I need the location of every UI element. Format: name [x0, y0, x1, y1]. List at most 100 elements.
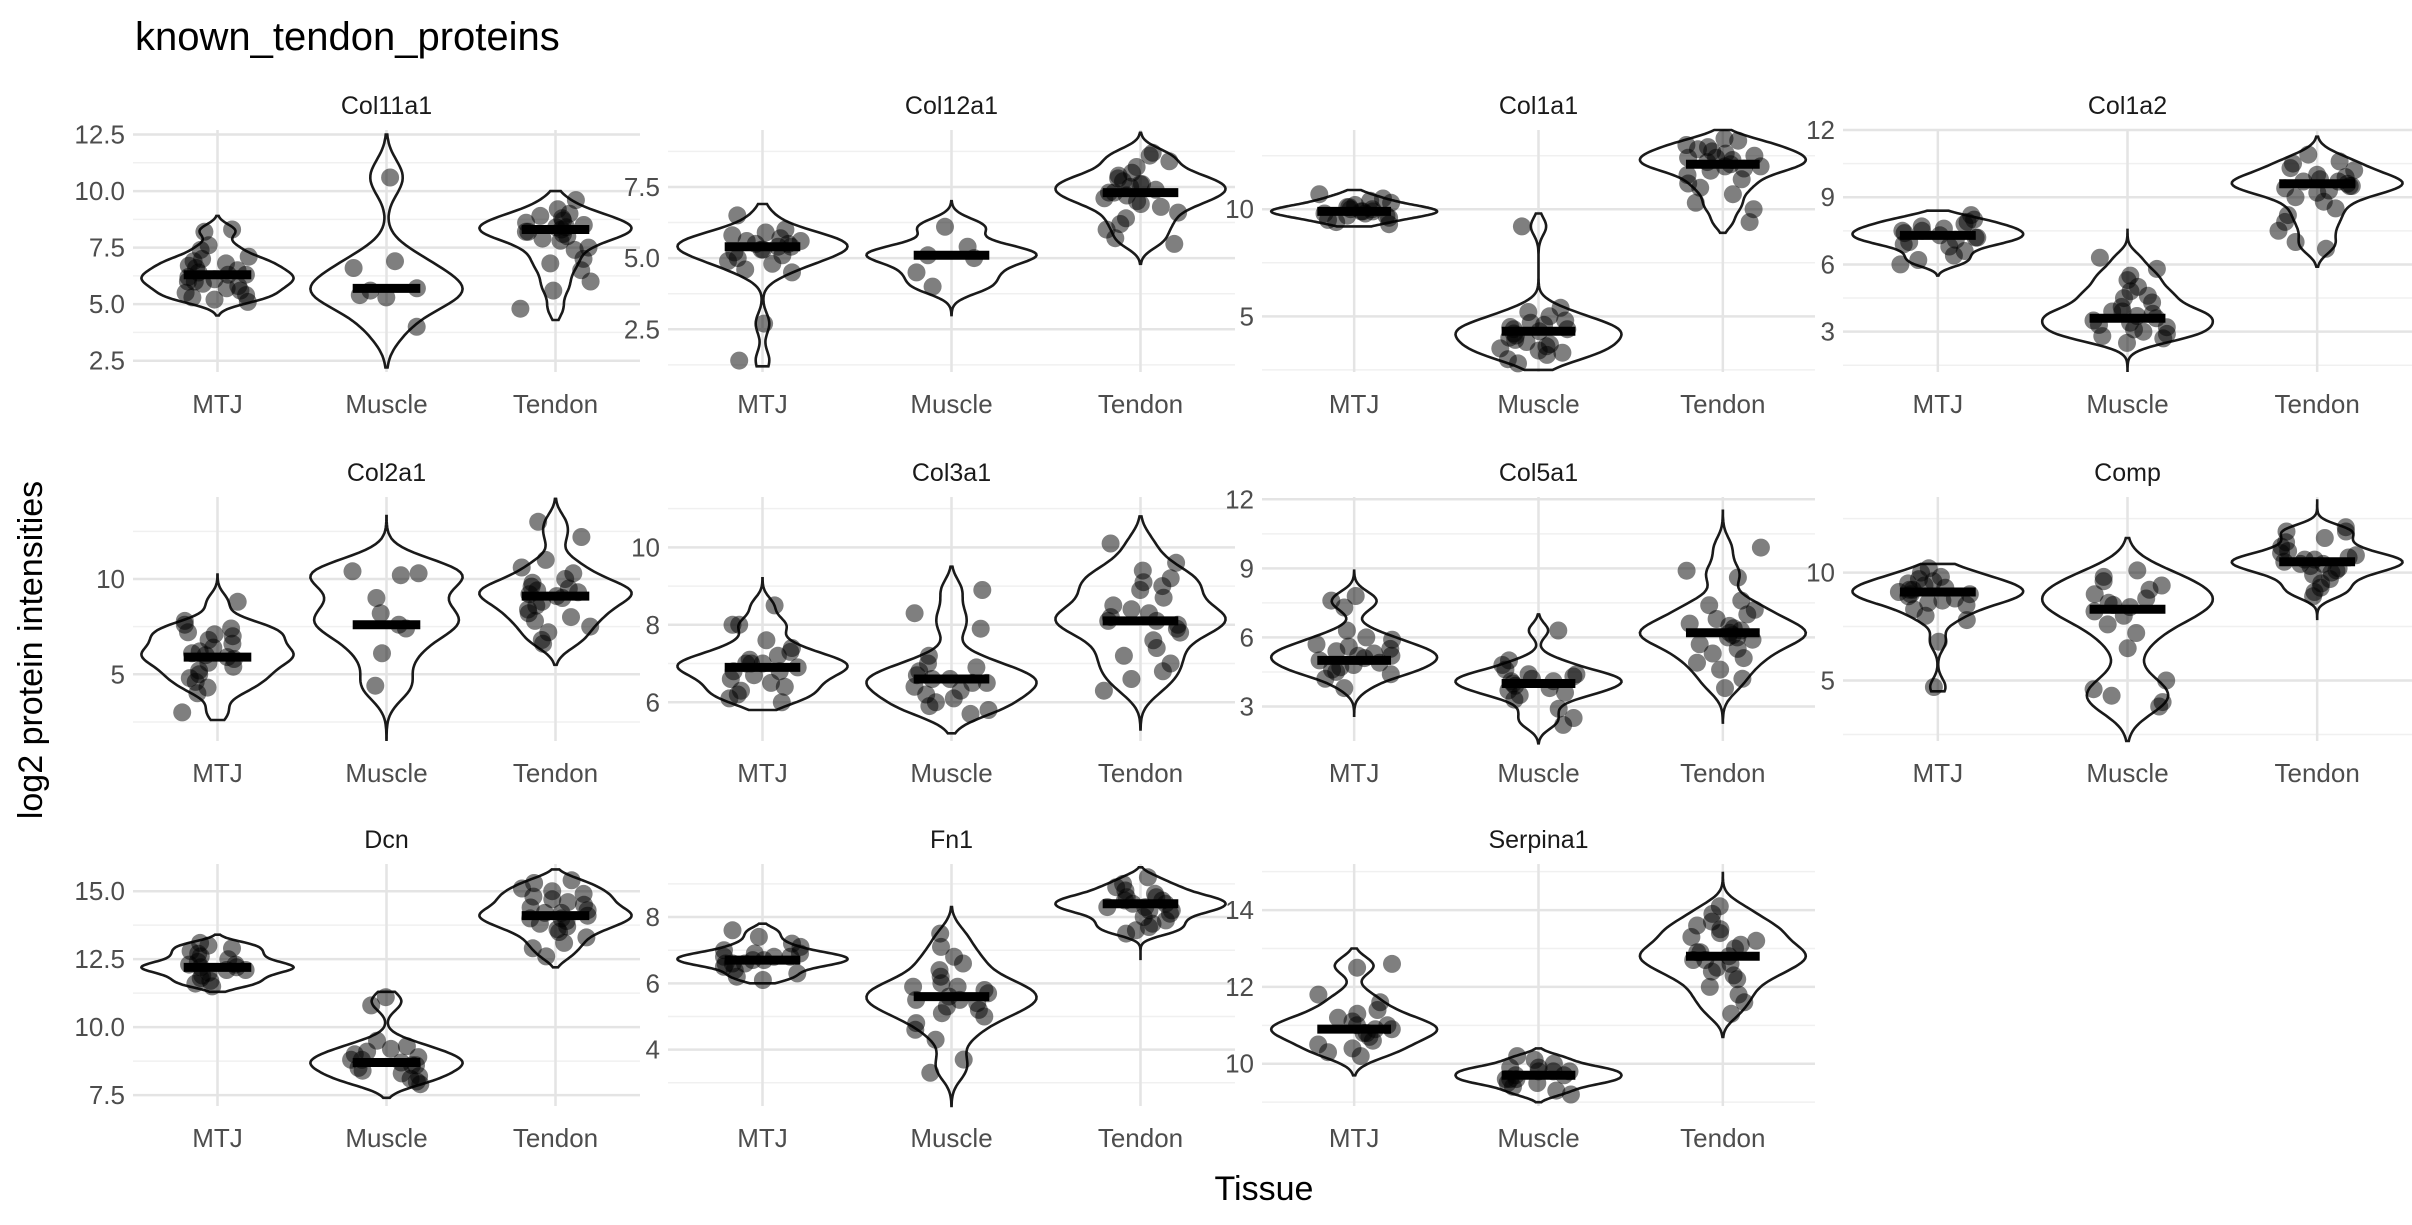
violin-muscle	[309, 133, 464, 369]
data-point	[2330, 152, 2349, 171]
data-point	[386, 252, 404, 271]
y-tick-label: 3	[1240, 691, 1254, 721]
data-point	[566, 191, 585, 210]
facet-strip-label: Fn1	[930, 826, 973, 854]
data-point	[2084, 680, 2103, 699]
facet-panel: Col11a1 2.5 5.0 7.5 10.0 12.5 MTJ Muscle Tendon	[74, 92, 640, 419]
y-tick-label: 6	[646, 687, 660, 717]
facet-strip-label: Col11a1	[341, 92, 432, 120]
data-point	[203, 977, 222, 996]
violin-mtj	[140, 573, 295, 722]
data-point	[1944, 246, 1963, 265]
violin-tendon	[2230, 135, 2404, 268]
data-point	[1335, 679, 1354, 698]
data-point	[1512, 217, 1531, 236]
y-tick-label: 6	[1240, 622, 1254, 652]
data-point	[1703, 644, 1722, 663]
x-tick-label: MTJ	[737, 389, 788, 419]
facet-panel: Col5a1 3 6 9 12 MTJ Muscle Tendon	[1225, 459, 1815, 788]
data-point	[543, 890, 562, 909]
data-point	[512, 558, 531, 577]
y-tick-label: 9	[1240, 553, 1254, 583]
data-point	[2315, 529, 2334, 547]
data-point	[2085, 585, 2104, 604]
facet-strip-label: Comp	[2094, 459, 2161, 487]
data-point	[783, 263, 801, 282]
x-axis-title: Tissue	[1215, 1170, 1314, 1208]
data-point	[1383, 954, 1401, 973]
data-point	[2154, 329, 2173, 348]
data-point	[1337, 621, 1356, 640]
data-point	[1114, 646, 1133, 665]
data-point	[173, 703, 192, 722]
violin-muscle	[865, 565, 1038, 735]
x-tick-label: MTJ	[737, 758, 788, 788]
data-point	[749, 927, 768, 946]
data-point	[1101, 534, 1120, 553]
data-point	[979, 701, 998, 719]
data-point	[1307, 635, 1326, 654]
data-point	[523, 939, 542, 958]
y-tick-label: 12.5	[74, 120, 125, 150]
x-tick-label: Muscle	[2086, 758, 2168, 788]
y-tick-label: 5	[1240, 301, 1254, 331]
data-point	[905, 604, 924, 623]
data-point	[581, 272, 600, 291]
data-point	[971, 619, 990, 638]
data-point	[1153, 662, 1172, 681]
x-tick-label: Tendon	[513, 1123, 598, 1153]
data-point	[1680, 614, 1699, 633]
data-point	[2150, 697, 2169, 716]
data-point	[1957, 611, 1976, 630]
x-tick-label: Tendon	[1098, 389, 1183, 419]
data-point	[1147, 639, 1166, 657]
violin-tendon	[1054, 515, 1227, 731]
violin-muscle	[865, 199, 1038, 317]
facet-panel: Col12a1 2.5 5.0 7.5 MTJ Muscle Tendon	[624, 92, 1235, 419]
data-point	[224, 657, 243, 676]
data-point	[2281, 159, 2300, 178]
data-point	[1682, 928, 1701, 946]
data-point	[921, 1063, 940, 1082]
data-point	[1351, 1047, 1370, 1066]
data-point	[541, 254, 560, 273]
data-point	[188, 684, 207, 703]
data-point	[719, 252, 737, 270]
data-point	[1722, 1004, 1741, 1023]
facet-panel: Col1a2 3 6 9 12 MTJ Muscle Tendon	[1806, 92, 2412, 419]
violin-tendon	[1054, 866, 1227, 961]
x-tick-label: Muscle	[1497, 389, 1579, 419]
data-point	[1716, 679, 1734, 698]
data-point	[344, 259, 363, 277]
data-point	[179, 623, 197, 642]
x-tick-label: Tendon	[2275, 389, 2360, 419]
data-point	[967, 658, 986, 677]
data-point	[1346, 587, 1365, 605]
facet-panel: Col3a1 6 8 10 MTJ Muscle Tendon	[631, 459, 1235, 788]
violin-mtj	[676, 577, 849, 712]
data-point	[1691, 178, 1710, 197]
data-point	[381, 1039, 400, 1058]
data-point	[531, 206, 550, 225]
x-tick-label: Muscle	[1497, 1123, 1579, 1153]
data-point	[1329, 1008, 1347, 1027]
data-point	[1151, 197, 1170, 216]
violin-mtj	[1269, 188, 1439, 228]
data-point	[1711, 660, 1730, 679]
data-point	[1381, 665, 1400, 684]
data-point	[2128, 561, 2147, 580]
facet-strip-label: Col5a1	[1499, 459, 1578, 487]
y-tick-label: 3	[1821, 317, 1835, 347]
data-point	[1747, 931, 1766, 950]
violin-tendon	[478, 497, 633, 667]
data-point	[1702, 962, 1721, 981]
data-point	[1732, 170, 1751, 189]
x-tick-label: Muscle	[345, 758, 427, 788]
data-point	[376, 988, 395, 1007]
data-point	[2093, 327, 2112, 346]
data-point	[2090, 248, 2109, 267]
y-tick-label: 10	[1225, 1049, 1254, 1079]
violin-tendon	[2230, 499, 2404, 621]
x-tick-label: Tendon	[1098, 758, 1183, 788]
violin-muscle	[2040, 228, 2215, 372]
